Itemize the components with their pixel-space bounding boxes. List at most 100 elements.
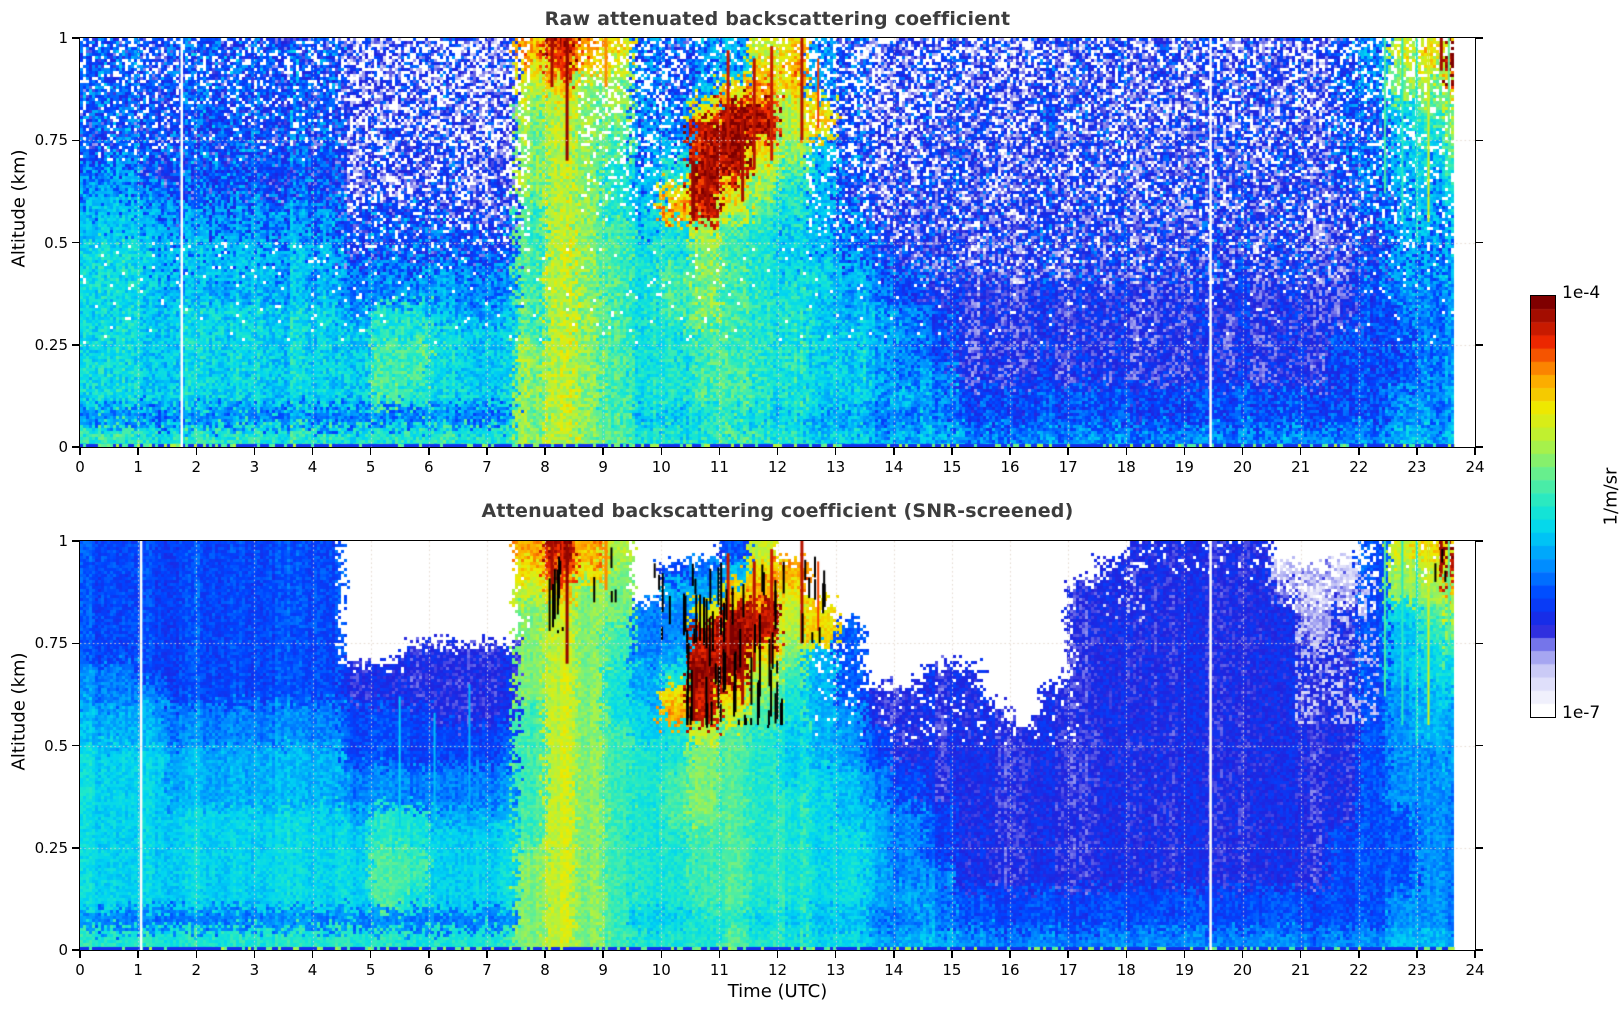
x-tick	[137, 950, 139, 958]
x-tick	[1067, 950, 1069, 958]
x-tick	[776, 447, 779, 455]
x-tick-label: 10	[651, 458, 671, 476]
panel2-heatmap	[79, 540, 1475, 950]
x-tick-label: 18	[1116, 458, 1136, 476]
x-tick	[660, 950, 662, 958]
x-tick	[660, 447, 662, 455]
x-tick-label: 13	[826, 961, 846, 979]
y-tick	[72, 744, 80, 747]
x-tick	[79, 447, 81, 455]
x-tick	[602, 447, 604, 455]
x-tick-label: 20	[1232, 458, 1253, 476]
x-tick	[544, 950, 546, 958]
x-tick	[369, 447, 372, 455]
x-tick-label: 15	[942, 961, 962, 979]
x-tick-label: 8	[540, 458, 550, 476]
x-tick	[1416, 447, 1418, 455]
x-tick-label: 0	[75, 458, 85, 476]
x-tick-label: 21	[1291, 961, 1311, 979]
panel1-plot-area	[78, 36, 1476, 448]
y-tick	[72, 344, 80, 346]
colorbar	[1530, 295, 1556, 718]
y-tick-right	[1475, 847, 1483, 849]
x-axis-label: Time (UTC)	[727, 981, 828, 1002]
panel2-plot-area	[78, 539, 1476, 951]
x-tick-label: 7	[482, 458, 492, 476]
x-tick-label: 6	[423, 458, 434, 476]
x-tick	[718, 447, 721, 455]
x-tick-label: 5	[365, 458, 376, 476]
y-tick	[72, 139, 80, 141]
x-tick	[428, 447, 430, 455]
x-tick	[1067, 447, 1069, 455]
x-tick-label: 22	[1349, 961, 1369, 979]
y-tick-label: 0.75	[34, 131, 68, 150]
x-tick-label: 3	[249, 961, 260, 979]
x-tick-label: 21	[1291, 458, 1311, 476]
x-tick-label: 22	[1349, 458, 1369, 476]
x-tick	[1009, 447, 1011, 455]
y-tick-right	[1475, 642, 1483, 644]
colorbar-unit-label: 1/m/sr	[1600, 467, 1621, 526]
x-tick-label: 0	[75, 961, 85, 979]
x-tick	[544, 447, 546, 455]
x-tick-label: 16	[1000, 961, 1020, 979]
x-tick-label: 10	[651, 961, 671, 979]
x-tick	[776, 950, 779, 958]
x-tick-label: 8	[540, 961, 550, 979]
x-tick	[1125, 950, 1127, 958]
y-tick-right	[1475, 949, 1483, 951]
x-tick	[253, 950, 256, 958]
x-tick	[1241, 447, 1244, 455]
x-tick-label: 18	[1116, 961, 1136, 979]
x-tick	[1183, 950, 1186, 958]
x-tick-label: 6	[423, 961, 434, 979]
x-tick-label: 11	[709, 458, 729, 476]
x-tick-label: 9	[598, 458, 608, 476]
y-tick-label: 0.25	[34, 335, 68, 354]
x-tick	[1299, 950, 1302, 958]
x-tick	[253, 447, 256, 455]
y-tick-label: 1	[58, 532, 68, 550]
x-tick	[1358, 447, 1360, 455]
x-tick-label: 17	[1058, 961, 1078, 979]
x-tick-label: 24	[1465, 961, 1485, 979]
x-tick	[195, 950, 197, 958]
panel1-title: Raw attenuated backscattering coefficien…	[544, 8, 1011, 30]
x-tick-label: 20	[1232, 961, 1253, 979]
y-tick	[72, 37, 80, 39]
x-tick-label: 19	[1174, 458, 1194, 476]
y-tick-right	[1475, 446, 1483, 448]
y-tick-label: 0	[58, 438, 68, 456]
colorbar-gradient	[1531, 296, 1555, 717]
x-tick	[1009, 950, 1011, 958]
x-tick-label: 14	[884, 961, 904, 979]
y-tick-label: 0	[58, 941, 68, 959]
y-tick-label: 1	[58, 29, 68, 47]
panel1-heatmap	[79, 37, 1475, 447]
x-tick-label: 17	[1058, 458, 1078, 476]
y-tick-label: 0.25	[34, 838, 68, 857]
y-tick-label: 0.5	[44, 233, 68, 252]
x-tick-label: 15	[942, 458, 962, 476]
x-tick-label: 4	[307, 961, 318, 979]
x-tick-label: 14	[884, 458, 904, 476]
x-tick	[951, 447, 953, 455]
x-tick-label: 11	[709, 961, 729, 979]
x-tick-label: 12	[767, 961, 788, 979]
colorbar-max-label: 1e-4	[1562, 283, 1601, 303]
x-tick	[834, 447, 837, 455]
y-tick-label: 0.5	[44, 736, 68, 755]
x-tick	[311, 447, 314, 455]
x-tick-label: 13	[826, 458, 846, 476]
x-tick	[195, 447, 197, 455]
x-tick	[951, 950, 953, 958]
x-tick-label: 7	[482, 961, 492, 979]
panel2-title: Attenuated backscattering coefficient (S…	[481, 500, 1074, 522]
y-tick	[72, 847, 80, 849]
x-tick-label: 2	[191, 458, 202, 476]
x-tick-label: 23	[1407, 458, 1427, 476]
x-tick	[1125, 447, 1127, 455]
x-tick	[486, 950, 488, 958]
